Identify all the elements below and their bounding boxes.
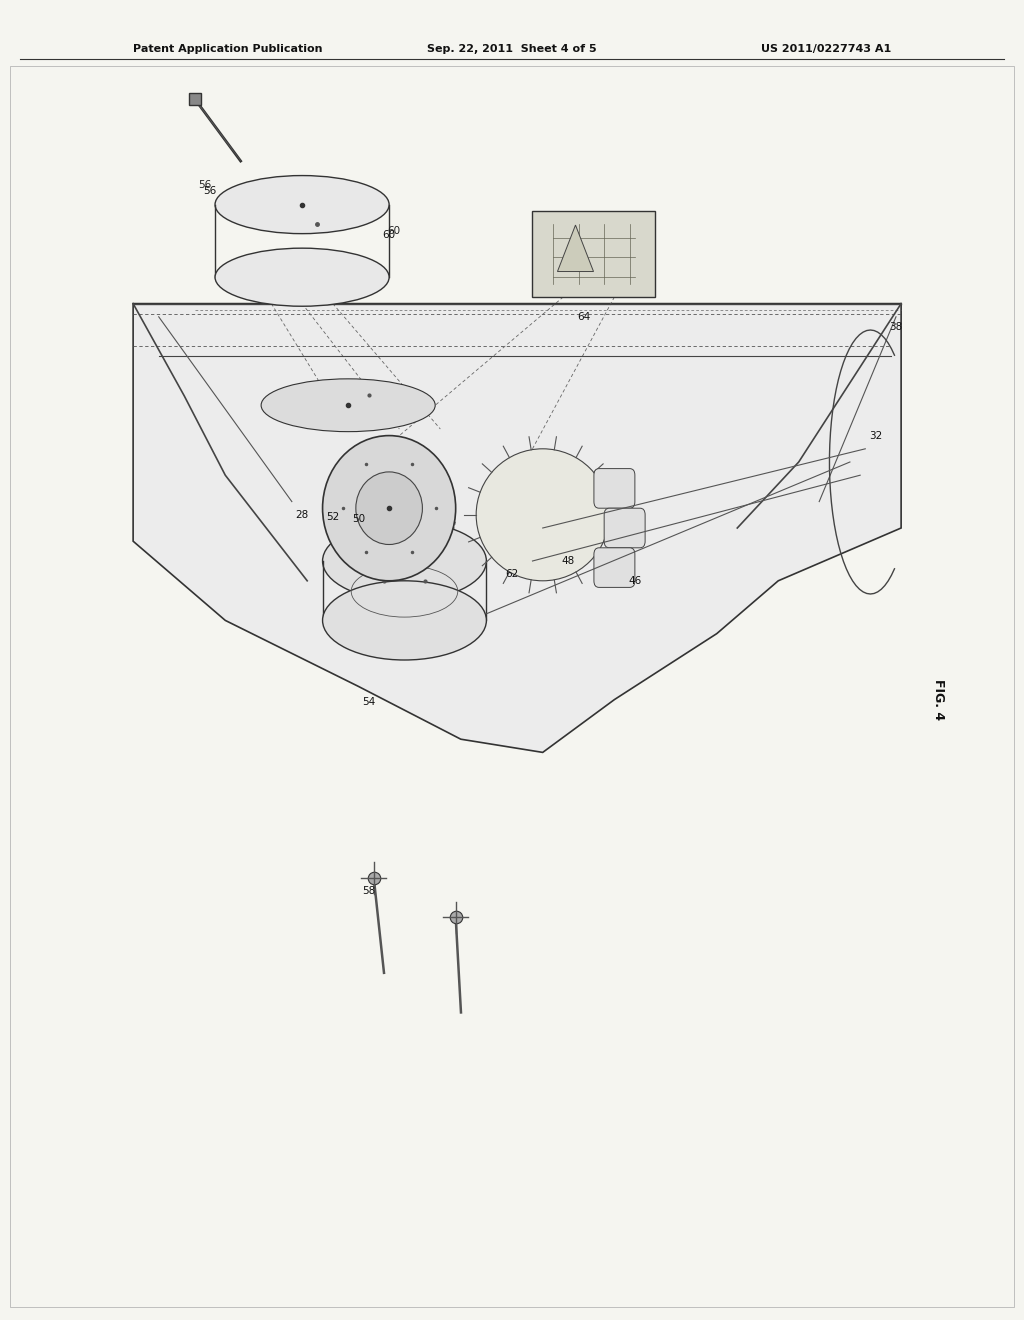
- Text: 58: 58: [362, 886, 375, 896]
- Ellipse shape: [356, 473, 422, 544]
- Text: 60: 60: [383, 230, 395, 240]
- Text: 60: 60: [388, 226, 400, 236]
- FancyBboxPatch shape: [594, 469, 635, 508]
- Ellipse shape: [323, 436, 456, 581]
- Text: 32: 32: [869, 430, 882, 441]
- Polygon shape: [557, 224, 594, 272]
- Text: 54: 54: [362, 697, 375, 708]
- Ellipse shape: [323, 521, 486, 601]
- Text: 50: 50: [352, 513, 365, 524]
- Text: 38: 38: [890, 322, 902, 333]
- Text: Sep. 22, 2011  Sheet 4 of 5: Sep. 22, 2011 Sheet 4 of 5: [427, 44, 597, 54]
- Text: 56: 56: [199, 180, 211, 190]
- Text: 28: 28: [296, 510, 308, 520]
- Ellipse shape: [323, 581, 486, 660]
- Text: 62: 62: [506, 569, 518, 579]
- FancyBboxPatch shape: [594, 548, 635, 587]
- Text: 64: 64: [578, 312, 590, 322]
- Text: Patent Application Publication: Patent Application Publication: [133, 44, 323, 54]
- Text: 46: 46: [629, 576, 641, 586]
- Ellipse shape: [215, 176, 389, 234]
- Text: FIG. 4: FIG. 4: [932, 678, 945, 721]
- Ellipse shape: [215, 248, 389, 306]
- Ellipse shape: [476, 449, 609, 581]
- FancyBboxPatch shape: [604, 508, 645, 548]
- Polygon shape: [133, 304, 901, 752]
- Text: 48: 48: [562, 556, 574, 566]
- Ellipse shape: [261, 379, 435, 432]
- FancyBboxPatch shape: [532, 211, 655, 297]
- Text: 56: 56: [204, 186, 216, 197]
- Text: 52: 52: [327, 512, 339, 523]
- Text: US 2011/0227743 A1: US 2011/0227743 A1: [761, 44, 891, 54]
